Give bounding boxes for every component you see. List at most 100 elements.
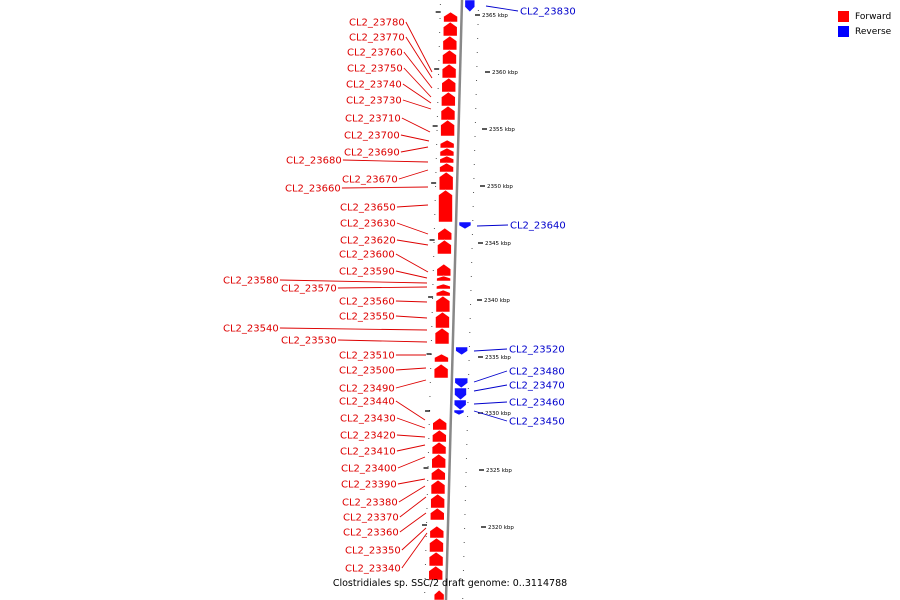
gene-label-cl2-23480: CL2_23480: [509, 367, 565, 378]
minor-tick-left: [436, 144, 438, 145]
legend-label-forward: Forward: [855, 11, 892, 22]
forward-leader-line: [405, 21, 433, 73]
reverse-gene-arrow: [464, 0, 476, 13]
forward-gene-arrow: [434, 327, 450, 345]
forward-gene-arrow: [435, 311, 450, 329]
minor-tick-right: [467, 402, 469, 403]
gene-label-cl2-23360: CL2_23360: [343, 528, 399, 539]
minor-tick-left: [426, 522, 428, 523]
gene-label-cl2-23660: CL2_23660: [285, 184, 341, 195]
minor-tick-left: [425, 536, 427, 537]
forward-gene-arrow: [435, 289, 451, 297]
minor-tick-left: [433, 242, 435, 243]
gene-label-cl2-23420: CL2_23420: [340, 431, 396, 442]
forward-gene-arrow: [440, 119, 455, 137]
forward-gene-arrow: [442, 35, 458, 51]
gene-label-cl2-23430: CL2_23430: [340, 414, 396, 425]
minor-tick-left: [435, 172, 437, 173]
forward-gene-arrow: [428, 565, 444, 581]
gene-label-cl2-23450: CL2_23450: [509, 417, 565, 428]
forward-gene-arrow: [439, 139, 455, 149]
gene-label-cl2-23640: CL2_23640: [510, 221, 566, 232]
forward-gene-arrow: [430, 479, 446, 495]
reverse-leader-line: [485, 5, 519, 12]
gene-label-cl2-23570: CL2_23570: [281, 284, 337, 295]
forward-leader-line: [400, 134, 430, 142]
forward-gene-arrow: [435, 295, 451, 313]
minor-tick-right: [462, 584, 464, 585]
forward-swatch-icon: [838, 11, 849, 22]
reverse-leader-line: [476, 224, 509, 227]
forward-leader-line: [405, 36, 433, 79]
forward-gene-arrow: [431, 453, 447, 469]
gene-label-cl2-23730: CL2_23730: [346, 96, 402, 107]
reverse-leader-line: [473, 370, 508, 383]
minor-tick-right: [466, 444, 468, 445]
minor-tick-left: [438, 60, 440, 61]
gene-label-cl2-23780: CL2_23780: [349, 18, 405, 29]
forward-leader-line: [397, 478, 426, 485]
forward-leader-line: [396, 239, 429, 246]
legend-label-reverse: Reverse: [855, 26, 892, 37]
forward-leader-line: [398, 169, 429, 180]
forward-leader-line: [395, 300, 428, 303]
minor-tick-left: [426, 494, 428, 495]
minor-tick-left: [431, 326, 433, 327]
forward-leader-line: [395, 253, 429, 273]
forward-gene-arrow: [441, 63, 457, 79]
gene-label-cl2-23770: CL2_23770: [349, 33, 405, 44]
forward-leader-line: [399, 512, 427, 533]
forward-leader-line: [337, 286, 428, 289]
forward-leader-line: [396, 204, 429, 208]
reverse-leader-line: [473, 384, 508, 392]
minor-tick-left: [432, 298, 434, 299]
gene-labels-group: CL2_23780 CL2_23770 CL2_23760 CL2_23750 CL2_…: [223, 5, 576, 575]
forward-gene-arrow: [436, 283, 451, 290]
reverse-gene-arrow: [458, 221, 472, 230]
forward-gene-arrow: [429, 525, 445, 539]
minor-tick-left: [439, 32, 441, 33]
minor-tick-right: [469, 318, 471, 319]
forward-gene-arrow: [441, 77, 457, 93]
minor-tick-right: [469, 332, 471, 333]
forward-leader-line: [342, 159, 429, 163]
forward-gene-arrow: [429, 507, 445, 521]
minor-tick-left: [435, 158, 437, 159]
gene-label-cl2-23510: CL2_23510: [339, 351, 395, 362]
forward-leader-line: [279, 327, 428, 331]
gene-label-cl2-23830: CL2_23830: [520, 7, 576, 18]
forward-leader-line: [396, 222, 429, 235]
forward-leader-line: [396, 417, 426, 429]
minor-tick-left: [434, 214, 436, 215]
gene-label-cl2-23760: CL2_23760: [347, 48, 403, 59]
forward-gene-arrow: [431, 467, 446, 481]
forward-leader-line: [403, 51, 433, 89]
gene-label-cl2-23530: CL2_23530: [281, 336, 337, 347]
minor-tick-right: [471, 234, 473, 235]
minor-tick-right: [476, 66, 478, 67]
minor-tick-right: [462, 570, 464, 571]
minor-tick-right: [473, 192, 475, 193]
reverse-leader-line: [473, 348, 508, 352]
forward-leader-line: [337, 339, 428, 343]
gene-label-cl2-23390: CL2_23390: [341, 480, 397, 491]
minor-tick-left: [437, 88, 439, 89]
forward-leader-line: [402, 99, 432, 110]
scale-tick-label: 2320 kbp: [488, 525, 514, 531]
forward-gene-arrow: [429, 537, 444, 553]
minor-tick-right: [470, 290, 472, 291]
scale-tick-label: 2365 kbp: [482, 13, 508, 19]
gene-label-cl2-23540: CL2_23540: [223, 324, 279, 335]
forward-leader-line: [395, 379, 427, 389]
forward-leader-line: [401, 527, 427, 551]
minor-tick-left: [430, 368, 432, 369]
minor-tick-left: [425, 550, 427, 551]
reverse-leader-line: [473, 410, 508, 422]
reverse-swatch-icon: [838, 26, 849, 37]
forward-leader-line: [396, 444, 426, 452]
gene-label-cl2-23750: CL2_23750: [347, 64, 403, 75]
forward-gene-arrow: [436, 275, 451, 282]
forward-leader-line: [402, 83, 432, 104]
minor-tick-right: [466, 430, 468, 431]
